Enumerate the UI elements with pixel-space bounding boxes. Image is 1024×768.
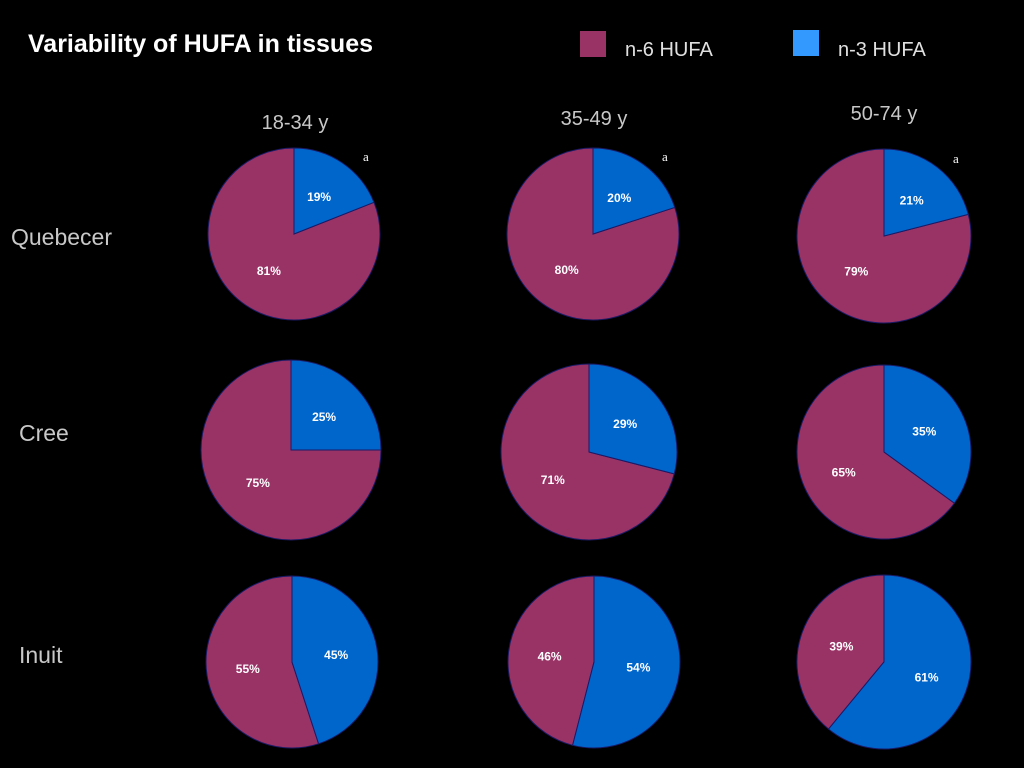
- pie-slice-n6: [205, 575, 320, 749]
- pie-slice-n3: [572, 575, 681, 749]
- pie-slice-n3: [588, 363, 678, 475]
- legend-label-n6: n-6 HUFA: [625, 39, 713, 61]
- pie-label-n3: 45%: [324, 648, 348, 662]
- pie-slice-n6: [796, 364, 956, 540]
- pie-slice-n3: [883, 364, 972, 504]
- pie-cree-35-49: 29% 71%: [500, 363, 678, 541]
- pie-annotation: a: [363, 149, 369, 164]
- pie-label-n6: 79%: [844, 265, 868, 279]
- row-label-cree: Cree: [19, 420, 69, 446]
- pie-inuit-35-49: 54% 46%: [507, 575, 681, 749]
- column-label-50-74: 50-74 y: [850, 103, 918, 125]
- pie-label-n3: 54%: [626, 661, 650, 675]
- pie-inuit-50-74: 61% 39%: [796, 574, 972, 750]
- pie-label-n3: 19%: [307, 190, 331, 204]
- column-label-18-34: 18-34 y: [261, 112, 329, 134]
- pie-slice-n3: [293, 147, 375, 235]
- pie-slice-n3: [592, 147, 676, 235]
- row-label-inuit: Inuit: [19, 642, 63, 668]
- pie-quebecer-35-49: 20% 80% a: [506, 147, 680, 321]
- pie-cree-18-34: 25% 75%: [200, 359, 382, 541]
- pie-label-n6: 39%: [829, 640, 853, 654]
- pie-slice-n6: [796, 148, 972, 324]
- column-label-35-49: 35-49 y: [560, 108, 628, 130]
- pie-slice-n6: [507, 575, 595, 746]
- pie-label-n3: 35%: [912, 425, 936, 439]
- pie-inuit-18-34: 45% 55%: [205, 575, 379, 749]
- pie-label-n6: 46%: [538, 649, 562, 663]
- pie-label-n6: 80%: [555, 263, 579, 277]
- chart-title: Variability of HUFA in tissues: [28, 30, 373, 58]
- pie-annotation: a: [953, 151, 959, 166]
- pie-label-n6: 71%: [541, 473, 565, 487]
- pie-cree-50-74: 35% 65%: [796, 364, 972, 540]
- pie-label-n6: 55%: [236, 662, 260, 676]
- pie-slice-n3: [290, 359, 382, 451]
- pie-slice-n6: [796, 574, 885, 730]
- pie-quebecer-50-74: 21% 79% a: [796, 148, 972, 324]
- legend-swatch-n3: [793, 30, 819, 56]
- legend-swatch-n6: [580, 31, 606, 57]
- pie-label-n3: 61%: [915, 670, 939, 684]
- pie-label-n6: 81%: [257, 264, 281, 278]
- pie-label-n3: 29%: [613, 417, 637, 431]
- pie-quebecer-18-34: 19% 81% a: [207, 147, 381, 321]
- pie-label-n6: 65%: [832, 466, 856, 480]
- pie-slice-n3: [883, 148, 969, 237]
- pie-slice-n6: [500, 363, 675, 541]
- pie-label-n6: 75%: [246, 476, 270, 490]
- legend-label-n3: n-3 HUFA: [838, 39, 926, 61]
- pie-label-n3: 21%: [900, 193, 924, 207]
- pie-slice-n3: [291, 575, 379, 745]
- pie-slice-n3: [827, 574, 972, 750]
- pie-label-n3: 20%: [607, 191, 631, 205]
- pie-annotation: a: [662, 149, 668, 164]
- row-label-quebecer: Quebecer: [11, 224, 113, 250]
- pie-label-n3: 25%: [312, 410, 336, 424]
